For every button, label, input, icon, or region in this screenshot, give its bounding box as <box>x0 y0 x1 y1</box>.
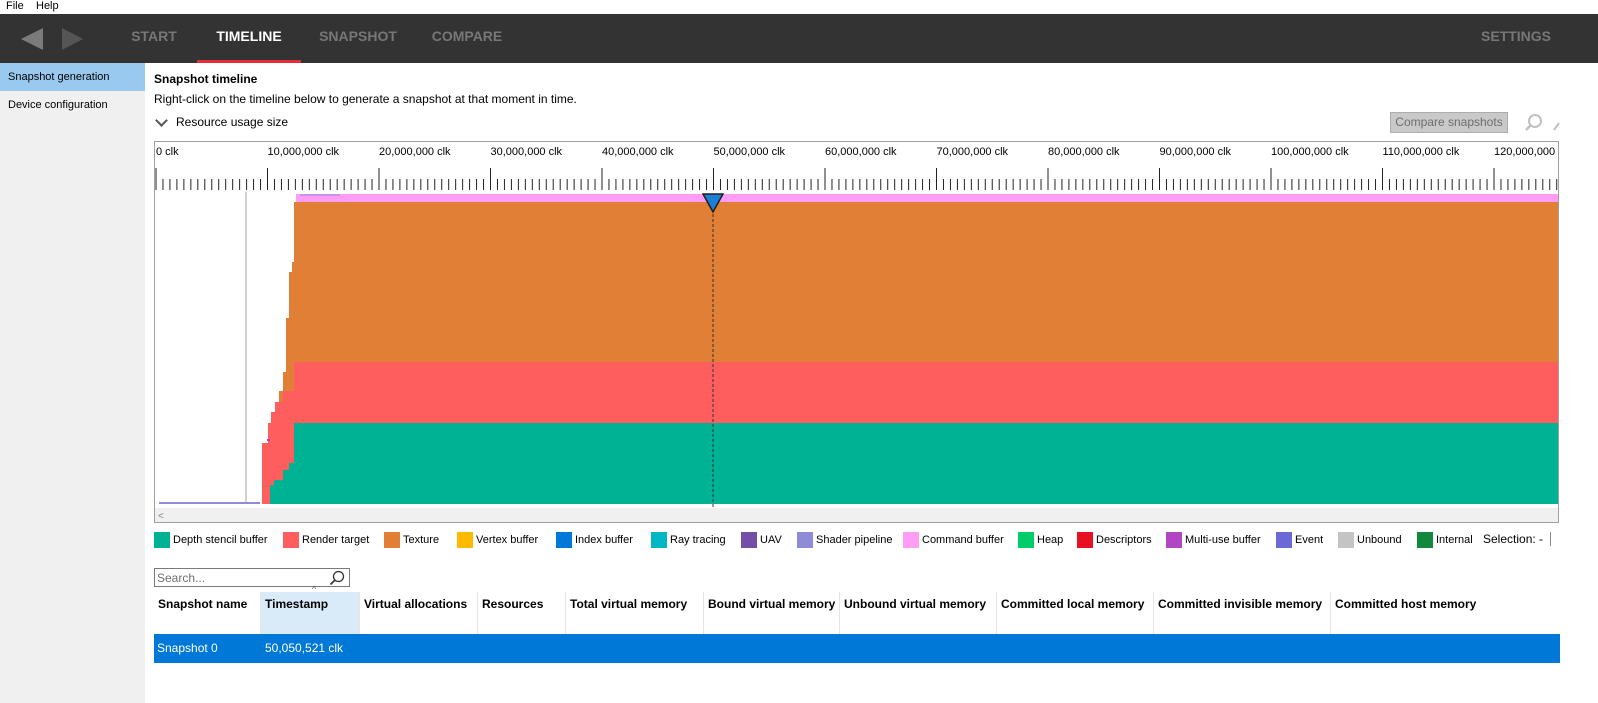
tab-start[interactable]: START <box>131 28 177 44</box>
page-title: Snapshot timeline <box>154 72 258 86</box>
column-bound-virtual-memory[interactable]: Bound virtual memory <box>704 592 840 634</box>
compare-snapshots-button[interactable]: Compare snapshots <box>1390 112 1508 133</box>
column-snapshot-name[interactable]: Snapshot name <box>154 592 261 634</box>
back-arrow-icon[interactable] <box>21 28 43 50</box>
chevron-down-icon[interactable] <box>155 114 168 127</box>
legend-label: Multi-use buffer <box>1185 534 1261 546</box>
legend-swatch <box>384 532 400 548</box>
tab-snapshot[interactable]: SNAPSHOT <box>319 28 397 44</box>
legend-label: Internal <box>1436 534 1473 546</box>
legend-swatch <box>1077 532 1093 548</box>
main-panel: Snapshot timeline Right-click on the tim… <box>145 63 1598 703</box>
forward-arrow-icon[interactable] <box>62 28 83 50</box>
ruler-tick-label: 10,000,000 clk <box>268 146 340 158</box>
command-buffer-area <box>294 194 1558 202</box>
legend-swatch <box>283 532 299 548</box>
column-resources[interactable]: Resources <box>478 592 566 634</box>
search-input[interactable] <box>157 570 327 585</box>
menu-bar: File Help <box>0 0 1598 14</box>
legend-label: Command buffer <box>922 534 1004 546</box>
row-snapshot-name: Snapshot 0 <box>157 641 218 655</box>
tab-settings[interactable]: SETTINGS <box>1480 28 1551 44</box>
timeline-ruler: 0 clk 10,000,000 clk 20,000,000 clk 30,000,… <box>155 146 1559 190</box>
legend: Depth stencil buffer Render target Texture… <box>154 530 1598 550</box>
legend-label: Ray tracing <box>670 534 726 546</box>
legend-label: UAV <box>760 534 782 546</box>
tab-compare[interactable]: COMPARE <box>431 28 503 44</box>
legend-label: Descriptors <box>1096 534 1152 546</box>
legend-swatch <box>741 532 757 548</box>
scroll-left-icon[interactable]: < <box>158 511 164 522</box>
column-timestamp[interactable]: Timestamp <box>261 592 360 634</box>
ruler-tick-label: 90,000,000 clk <box>1160 146 1232 158</box>
legend-label: Render target <box>302 534 370 546</box>
zoom-out-icon[interactable] <box>1550 113 1560 133</box>
zoom-in-icon[interactable] <box>1524 113 1544 133</box>
column-virtual-allocations[interactable]: Virtual allocations <box>360 592 478 634</box>
row-timestamp: 50,050,521 clk <box>265 641 344 655</box>
timeline-canvas[interactable]: 0 clk 10,000,000 clk 20,000,000 clk 30,000,… <box>155 142 1559 508</box>
column-total-virtual-memory[interactable]: Total virtual memory <box>566 592 704 634</box>
ruler-tick-label: 70,000,000 clk <box>937 146 1009 158</box>
legend-label: Vertex buffer <box>476 534 539 546</box>
ruler-tick-label: 30,000,000 clk <box>491 146 563 158</box>
legend-label: Event <box>1295 534 1324 546</box>
search-icon[interactable] <box>329 570 345 586</box>
ruler-tick-label: 120,000,000 clk <box>1494 146 1559 158</box>
ruler-tick-label: 20,000,000 clk <box>379 146 451 158</box>
ruler-tick-label: 110,000,000 clk <box>1383 146 1460 158</box>
legend-swatch <box>556 532 572 548</box>
legend-label: Heap <box>1037 534 1064 546</box>
column-committed-local-memory[interactable]: Committed local memory <box>997 592 1154 634</box>
selection-field <box>1550 532 1554 546</box>
navigation-bar: START TIMELINE SNAPSHOT COMPARE SETTINGS <box>0 14 1598 63</box>
legend-label: Texture <box>403 534 440 546</box>
resource-usage-area <box>159 192 1558 504</box>
snapshot-table-header: Snapshot name Timestamp ^ Virtual alloca… <box>154 584 1560 634</box>
legend-swatch <box>903 532 919 548</box>
ruler-tick-label: 100,000,000 clk <box>1271 146 1349 158</box>
ruler-tick-label: 0 clk <box>156 146 179 158</box>
tab-timeline[interactable]: TIMELINE <box>197 14 301 63</box>
legend-swatch <box>797 532 813 548</box>
menu-file[interactable]: File <box>6 0 24 12</box>
ruler-tick-label: 80,000,000 clk <box>1048 146 1120 158</box>
texture-area <box>279 202 1558 423</box>
table-row[interactable]: Snapshot 0 50,050,521 clk <box>154 634 1560 663</box>
sidebar: Snapshot generation Device configuration <box>0 63 145 703</box>
timeline-chart[interactable]: 0 clk 10,000,000 clk 20,000,000 clk 30,000,… <box>154 141 1559 523</box>
section-label[interactable]: Resource usage size <box>176 115 289 129</box>
sidebar-item-device-configuration[interactable]: Device configuration <box>8 99 108 111</box>
column-unbound-virtual-memory[interactable]: Unbound virtual memory <box>840 592 997 634</box>
timeline-scrollbar[interactable]: < <box>155 508 1558 522</box>
legend-swatch <box>651 532 667 548</box>
search-box[interactable] <box>154 568 350 587</box>
legend-swatch <box>1166 532 1182 548</box>
ruler-tick-label: 40,000,000 clk <box>602 146 674 158</box>
legend-label: Index buffer <box>575 534 633 546</box>
legend-swatch <box>1276 532 1292 548</box>
legend-label: Unbound <box>1357 534 1402 546</box>
column-committed-invisible-memory[interactable]: Committed invisible memory <box>1154 592 1331 634</box>
selection-readout: Selection: - <box>1483 532 1544 546</box>
page-description: Right-click on the timeline below to gen… <box>154 92 577 106</box>
legend-swatch <box>154 532 170 548</box>
render-target-area <box>262 362 1558 504</box>
ruler-tick-label: 60,000,000 clk <box>825 146 897 158</box>
legend-swatch <box>1417 532 1433 548</box>
legend-label: Depth stencil buffer <box>173 534 268 546</box>
ruler-tick-label: 50,000,000 clk <box>714 146 786 158</box>
depth-stencil-area <box>270 423 1558 504</box>
legend-swatch <box>1018 532 1034 548</box>
legend-label: Shader pipeline <box>816 534 893 546</box>
menu-help[interactable]: Help <box>36 0 59 12</box>
legend-swatch <box>1338 532 1354 548</box>
sidebar-item-snapshot-generation[interactable]: Snapshot generation <box>0 63 145 91</box>
legend-swatch <box>457 532 473 548</box>
sort-ascending-icon: ^ <box>312 584 317 594</box>
column-committed-host-memory[interactable]: Committed host memory <box>1335 597 1477 611</box>
snapshot-marker-icon <box>701 193 725 214</box>
